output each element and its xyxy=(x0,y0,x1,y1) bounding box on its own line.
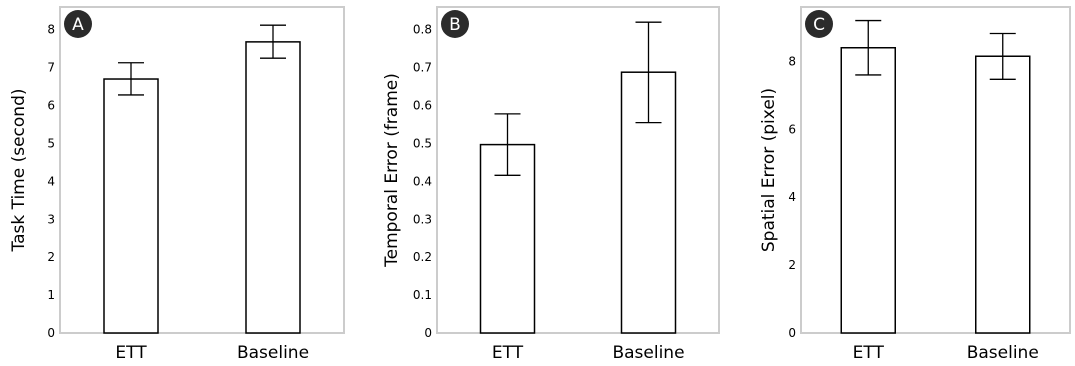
y-tick-label: 0.8 xyxy=(413,23,432,37)
y-tick-label: 4 xyxy=(788,190,796,204)
y-tick-label: 5 xyxy=(47,136,55,150)
y-tick-label: 4 xyxy=(47,174,55,188)
y-tick-label: 0.5 xyxy=(413,136,432,150)
x-category-label: Baseline xyxy=(237,343,309,363)
y-tick-label: 0 xyxy=(788,326,796,340)
y-tick-label: 0 xyxy=(424,326,432,340)
y-axis-title: Task Time (second) xyxy=(9,89,29,253)
bar xyxy=(103,78,159,334)
y-tick-label: 0.2 xyxy=(413,250,432,264)
y-tick-label: 6 xyxy=(47,99,55,113)
panel-badge-label: B xyxy=(449,15,461,35)
y-tick-label: 8 xyxy=(47,23,55,37)
bar xyxy=(245,41,301,334)
x-category-label: ETT xyxy=(115,343,147,363)
panel-badge xyxy=(64,10,92,38)
x-category-label: Baseline xyxy=(967,343,1039,363)
y-tick-label: 0 xyxy=(47,326,55,340)
y-tick-label: 0.7 xyxy=(413,61,432,75)
bar xyxy=(479,143,536,334)
y-tick-label: 0.6 xyxy=(413,99,432,113)
axes-frame xyxy=(436,6,720,334)
y-tick-label: 0.1 xyxy=(413,288,432,302)
panel-badge xyxy=(441,10,469,38)
y-tick-label: 8 xyxy=(788,54,796,68)
panel-badge-label: C xyxy=(813,15,825,35)
y-tick-label: 7 xyxy=(47,61,55,75)
y-tick-label: 1 xyxy=(47,288,55,302)
y-tick-label: 0.4 xyxy=(413,174,432,188)
x-category-label: Baseline xyxy=(612,343,684,363)
bar xyxy=(840,47,896,334)
axes-frame xyxy=(59,6,345,334)
panel-badge xyxy=(805,10,833,38)
axes-frame xyxy=(800,6,1071,334)
x-category-label: ETT xyxy=(853,343,885,363)
y-axis-title: Spatial Error (pixel) xyxy=(759,88,779,252)
bar xyxy=(975,55,1031,334)
y-tick-label: 2 xyxy=(47,250,55,264)
y-tick-label: 2 xyxy=(788,258,796,272)
x-category-label: ETT xyxy=(492,343,524,363)
panel-badge-label: A xyxy=(72,15,84,35)
y-axis-title: Temporal Error (frame) xyxy=(382,73,402,268)
y-tick-label: 0.3 xyxy=(413,212,432,226)
y-tick-label: 3 xyxy=(47,212,55,226)
y-tick-label: 6 xyxy=(788,122,796,136)
